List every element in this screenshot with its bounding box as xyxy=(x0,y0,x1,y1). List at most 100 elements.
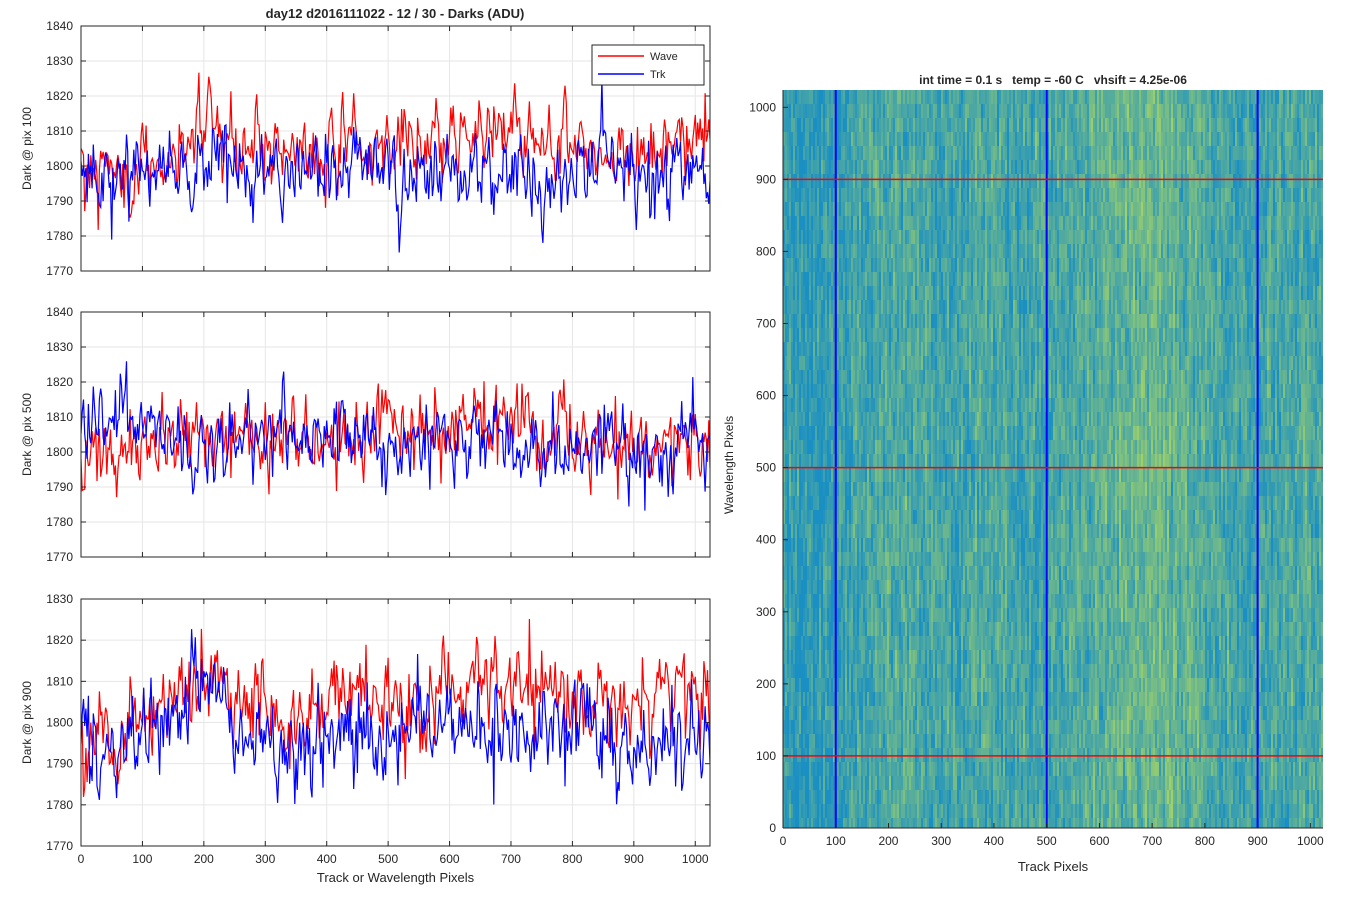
heatmap-cell xyxy=(791,790,793,804)
heatmap-cell xyxy=(859,608,861,622)
x-tick-label: 700 xyxy=(501,852,521,866)
heatmap-cell xyxy=(815,468,817,482)
heatmap-cell xyxy=(851,804,853,818)
heatmap-cell xyxy=(883,608,885,622)
heatmap-cell xyxy=(901,804,903,818)
heatmap-cell xyxy=(829,412,831,426)
y-tick-label: 1790 xyxy=(46,194,73,208)
heatmap-cell xyxy=(871,258,873,272)
heatmap-cell xyxy=(827,496,829,510)
heatmap-cell xyxy=(805,426,807,440)
heatmap-cell xyxy=(945,174,947,188)
heatmap-cell xyxy=(885,664,887,678)
heatmap-cell xyxy=(841,706,843,720)
heatmap-cell xyxy=(851,202,853,216)
heatmap-cell xyxy=(937,314,939,328)
heatmap-cell xyxy=(947,720,949,734)
heatmap-cell xyxy=(851,678,853,692)
heatmap-cell xyxy=(941,482,943,496)
heatmap-cell xyxy=(789,272,791,286)
heatmap-cell xyxy=(805,538,807,552)
heatmap-cell xyxy=(939,538,941,552)
heatmap-cell xyxy=(935,356,937,370)
heatmap-cell xyxy=(815,776,817,790)
heatmap-cell xyxy=(817,566,819,580)
heatmap-cell xyxy=(867,314,869,328)
heatmap-cell xyxy=(801,412,803,426)
heatmap-cell xyxy=(877,776,879,790)
heatmap-cell xyxy=(821,174,823,188)
heatmap-cell xyxy=(901,314,903,328)
heatmap-cell xyxy=(867,580,869,594)
heatmap-cell xyxy=(871,342,873,356)
heatmap-cell xyxy=(875,664,877,678)
heatmap-cell xyxy=(915,678,917,692)
heatmap-cell xyxy=(903,230,905,244)
heatmap-cell xyxy=(785,104,787,118)
heatmap-cell xyxy=(899,118,901,132)
heatmap-cell xyxy=(797,468,799,482)
heatmap-cell xyxy=(785,216,787,230)
heatmap-cell xyxy=(821,188,823,202)
heatmap-cell xyxy=(879,258,881,272)
heatmap-cell xyxy=(879,118,881,132)
heatmap-cell xyxy=(829,538,831,552)
heatmap-cell xyxy=(843,734,845,748)
heatmap-cell xyxy=(811,524,813,538)
heatmap-cell xyxy=(787,370,789,384)
heatmap-cell xyxy=(841,622,843,636)
heatmap-cell xyxy=(933,258,935,272)
heatmap-cell xyxy=(819,286,821,300)
heatmap-cell xyxy=(797,734,799,748)
heatmap-cell xyxy=(803,258,805,272)
heatmap-cell xyxy=(811,818,813,828)
heatmap-cell xyxy=(901,762,903,776)
heatmap-cell xyxy=(925,258,927,272)
heatmap-cell xyxy=(807,314,809,328)
heatmap-cell xyxy=(789,664,791,678)
heatmap-cell xyxy=(783,762,785,776)
heatmap-cell xyxy=(839,818,841,828)
heatmap-cell xyxy=(943,454,945,468)
heatmap-cell xyxy=(861,650,863,664)
heatmap-cell xyxy=(945,636,947,650)
heatmap-cell xyxy=(945,482,947,496)
heatmap-cell xyxy=(873,230,875,244)
heatmap-cell xyxy=(811,622,813,636)
heatmap-cell xyxy=(783,804,785,818)
heatmap-cell xyxy=(931,258,933,272)
heatmap-cell xyxy=(905,146,907,160)
heatmap-cell xyxy=(855,524,857,538)
heatmap-cell xyxy=(947,636,949,650)
heatmap-cell xyxy=(905,370,907,384)
heatmap-cell xyxy=(921,468,923,482)
heatmap-cell xyxy=(931,468,933,482)
heatmap-cell xyxy=(915,230,917,244)
heatmap-cell xyxy=(871,636,873,650)
heatmap-cell xyxy=(877,258,879,272)
heatmap-cell xyxy=(919,286,921,300)
heatmap-cell xyxy=(795,328,797,342)
heatmap-cell xyxy=(943,440,945,454)
heatmap-cell xyxy=(783,146,785,160)
heatmap-cell xyxy=(825,496,827,510)
heatmap-cell xyxy=(871,90,873,104)
heatmap-cell xyxy=(881,356,883,370)
heatmap-cell xyxy=(949,356,951,370)
heatmap-cell xyxy=(809,664,811,678)
heatmap-cell xyxy=(885,720,887,734)
heatmap-cell xyxy=(825,300,827,314)
heatmap-cell xyxy=(865,314,867,328)
heatmap-cell xyxy=(923,90,925,104)
heatmap-cell xyxy=(801,580,803,594)
heatmap-cell xyxy=(947,818,949,828)
heatmap-cell xyxy=(793,468,795,482)
heatmap-cell xyxy=(831,328,833,342)
heatmap-cell xyxy=(831,188,833,202)
heatmap-cell xyxy=(927,650,929,664)
heatmap-cell xyxy=(827,328,829,342)
heatmap-cell xyxy=(869,146,871,160)
heatmap-cell xyxy=(919,468,921,482)
heatmap-cell xyxy=(805,146,807,160)
